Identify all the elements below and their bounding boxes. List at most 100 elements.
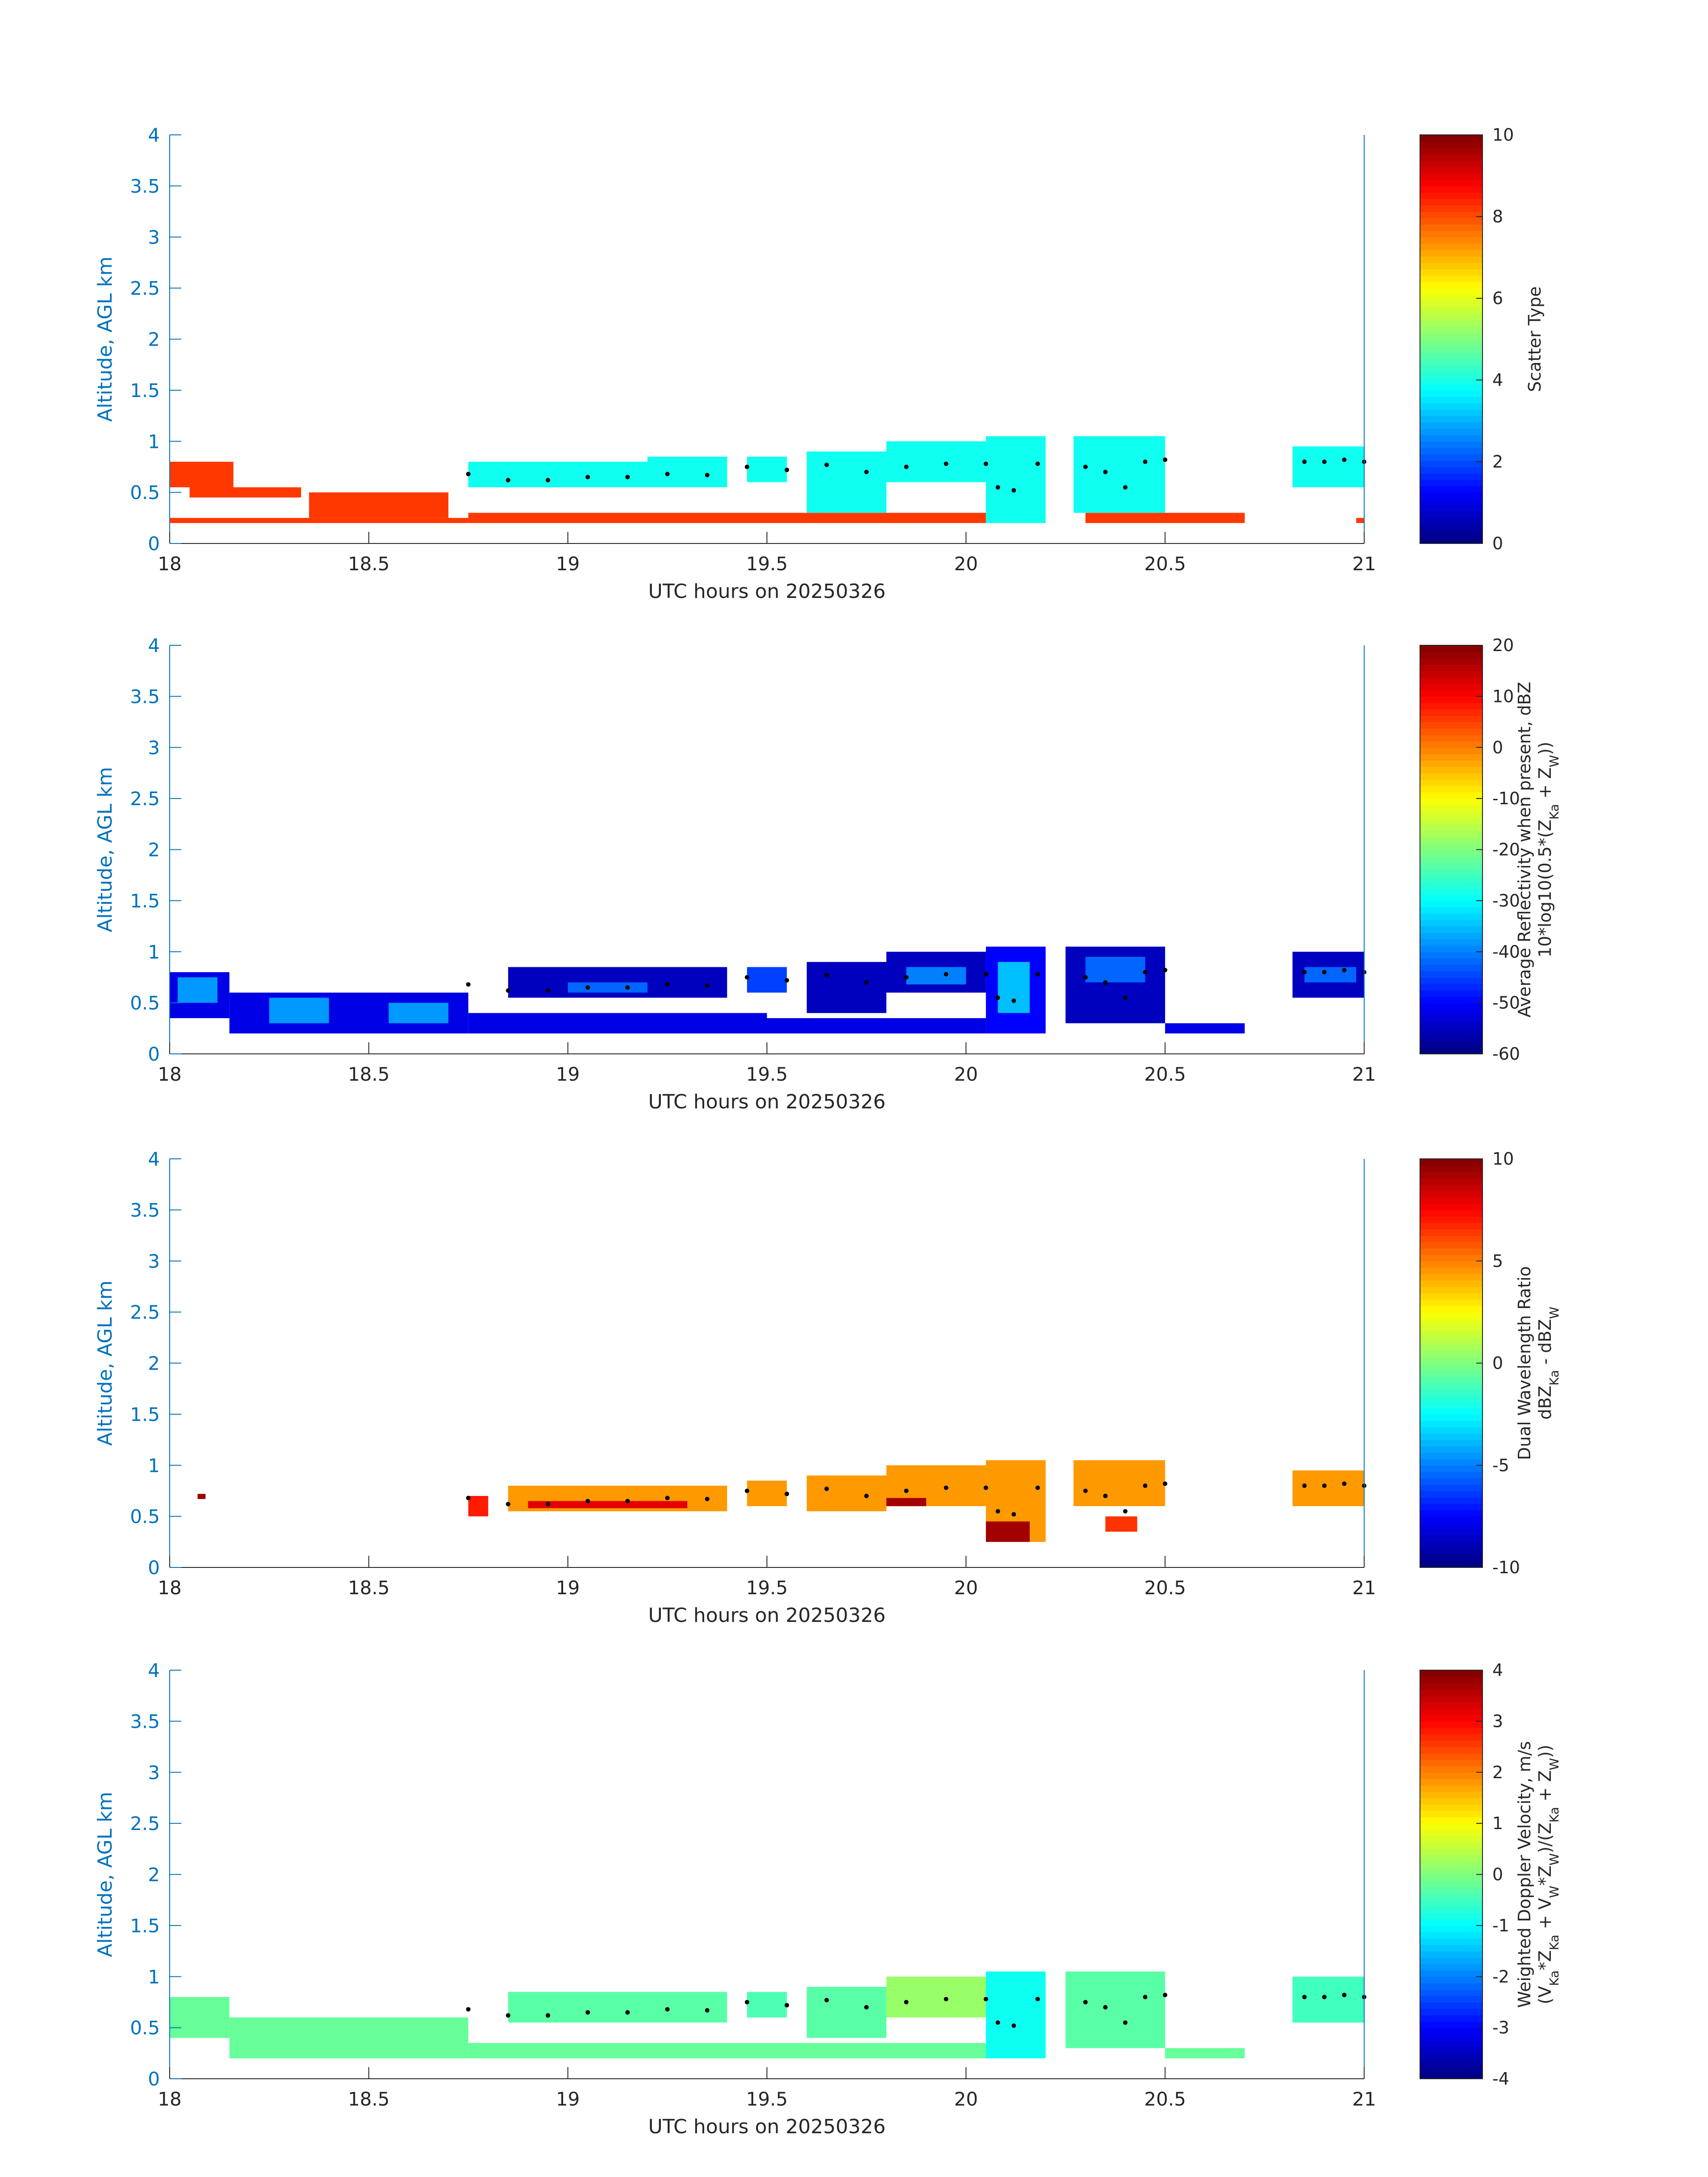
colorbar-segment xyxy=(1420,1708,1482,1715)
cloud-base-dot xyxy=(665,1496,670,1500)
colorbar-segment xyxy=(1420,1676,1482,1684)
colorbar-segment xyxy=(1420,945,1482,953)
data-cell xyxy=(177,977,217,1003)
colorbar-label: dBZKa - dBZW xyxy=(1535,1307,1562,1420)
colorbar-segment xyxy=(1420,454,1482,461)
colorbar-segment xyxy=(1420,294,1482,301)
y-tick-label: 2.5 xyxy=(130,277,160,299)
colorbar-segment xyxy=(1420,977,1482,984)
x-tick-label: 20 xyxy=(954,1577,978,1599)
colorbar-segment xyxy=(1420,480,1482,487)
data-cells xyxy=(170,946,1364,1034)
colorbar-segment xyxy=(1420,1983,1482,1990)
x-tick-label: 19.5 xyxy=(746,1577,788,1599)
cloud-base-dot xyxy=(1083,975,1088,980)
colorbar-tick-label: -60 xyxy=(1492,1044,1520,1064)
x-tick-label: 20.5 xyxy=(1144,2088,1186,2110)
colorbar-segment xyxy=(1420,1772,1482,1779)
cloud-base-dot xyxy=(466,472,471,476)
colorbar-segment xyxy=(1420,224,1482,231)
colorbar-segment xyxy=(1420,1009,1482,1016)
cloud-base-dot xyxy=(625,475,630,480)
colorbar-segment xyxy=(1420,741,1482,748)
colorbar-segment xyxy=(1420,198,1482,206)
x-tick-label: 20.5 xyxy=(1144,1577,1186,1599)
colorbar-segment xyxy=(1420,652,1482,659)
cloud-base-dot xyxy=(1123,2020,1128,2025)
colorbar-segment xyxy=(1420,531,1482,538)
cloud-base-dot xyxy=(546,2013,551,2018)
colorbar-segment xyxy=(1420,358,1482,365)
colorbar-segment xyxy=(1420,167,1482,174)
data-cell xyxy=(388,1003,449,1024)
colorbar-segment xyxy=(1420,1548,1482,1555)
colorbar-segment xyxy=(1420,658,1482,665)
data-cell xyxy=(269,998,329,1024)
cloud-base-dot xyxy=(983,461,988,466)
cloud-base-dot xyxy=(1011,488,1016,493)
cloud-base-dot xyxy=(705,472,710,477)
cloud-base-dot xyxy=(1342,457,1347,462)
colorbar-segment xyxy=(1420,1830,1482,1837)
cloud-base-dot xyxy=(1143,460,1148,464)
cloud-base-dot xyxy=(546,988,551,993)
colorbar-segment xyxy=(1420,409,1482,416)
colorbar-tick-label: 5 xyxy=(1492,1251,1503,1271)
colorbar-segment xyxy=(1420,1471,1482,1479)
colorbar-segment xyxy=(1420,1874,1482,1881)
colorbar-tick-label: -4 xyxy=(1492,2069,1509,2089)
colorbar-segment xyxy=(1420,1305,1482,1312)
data-cell xyxy=(806,1987,886,2038)
cloud-base-dot xyxy=(1011,1512,1016,1517)
colorbar-segment xyxy=(1420,2027,1482,2035)
colorbar-segment xyxy=(1420,1855,1482,1862)
x-tick-label: 18 xyxy=(158,553,181,575)
colorbar-segment xyxy=(1420,326,1482,334)
colorbar-tick-label: 4 xyxy=(1492,1660,1503,1680)
colorbar-segment xyxy=(1420,1159,1482,1166)
data-cell xyxy=(170,518,468,523)
y-tick-label: 0.5 xyxy=(130,1506,160,1528)
colorbar-segment xyxy=(1420,1035,1482,1042)
colorbar-segment xyxy=(1420,2021,1482,2028)
colorbar-segment xyxy=(1420,467,1482,474)
colorbar-segment xyxy=(1420,1702,1482,1709)
colorbar-segment xyxy=(1420,645,1482,652)
data-cell xyxy=(886,1976,986,2018)
colorbar-tick-label: -40 xyxy=(1492,942,1520,961)
cloud-base-dot xyxy=(1143,970,1148,974)
data-cell xyxy=(468,1013,767,1034)
colorbar-segment xyxy=(1420,919,1482,927)
x-tick-label: 18 xyxy=(158,1063,181,1085)
colorbar-tick-label: 4 xyxy=(1492,370,1503,390)
colorbar-segment xyxy=(1420,1003,1482,1010)
colorbar-tick-label: 20 xyxy=(1492,635,1514,655)
colorbar-segment xyxy=(1420,1497,1482,1504)
colorbar-segment xyxy=(1420,1964,1482,1971)
cloud-base-dot xyxy=(585,2010,590,2015)
colorbar: -4 -3 -2 -1 0 1 2 3 4 Weighted Doppler Velocity, … xyxy=(1420,1660,1562,2089)
colorbar-segment xyxy=(1420,735,1482,742)
data-cell xyxy=(1085,513,1245,523)
data-cell xyxy=(229,487,301,498)
data-cell xyxy=(1165,2048,1245,2059)
colorbar-segment xyxy=(1420,1843,1482,1850)
data-cell xyxy=(767,1018,986,1034)
colorbar-segment xyxy=(1420,1484,1482,1492)
y-tick-label: 1 xyxy=(148,1966,160,1988)
cloud-base-dot xyxy=(1163,457,1168,462)
colorbar-segment xyxy=(1420,1274,1482,1281)
colorbar-segment xyxy=(1420,1996,1482,2003)
panel-2: 0 0.5 1 1.5 2 2.5 3 3.5 4 18 18.5 19 19.5 20 20.5 21 UTC… xyxy=(94,635,1562,1113)
y-tick-label: 1.5 xyxy=(130,1404,160,1425)
cloud-base-dot xyxy=(983,972,988,977)
colorbar-segment xyxy=(1420,1280,1482,1287)
x-tick-label: 19.5 xyxy=(746,2088,788,2110)
colorbar-segment xyxy=(1420,1670,1482,1677)
x-axis-label: UTC hours on 20250326 xyxy=(648,1604,886,1627)
colorbar-segment xyxy=(1420,1919,1482,1926)
cloud-base-dot xyxy=(1163,968,1168,973)
colorbar-tick-label: -50 xyxy=(1492,993,1520,1013)
colorbar-segment xyxy=(1420,1337,1482,1345)
colorbar-segment xyxy=(1420,990,1482,997)
